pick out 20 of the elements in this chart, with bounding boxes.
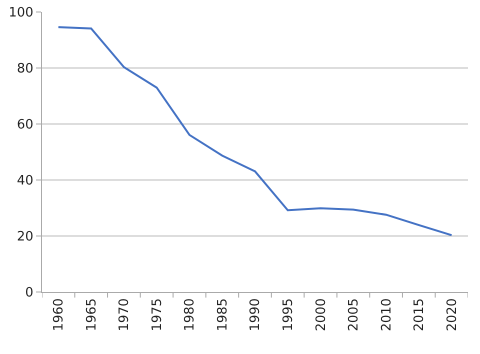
y-tick-label: 0 bbox=[25, 286, 34, 301]
x-tick-label: 1970 bbox=[117, 298, 132, 332]
x-tick-label: 2015 bbox=[412, 298, 428, 332]
x-tick-label: 1960 bbox=[52, 298, 67, 332]
line-series bbox=[57, 26, 453, 236]
x-tick-label: 1985 bbox=[215, 298, 230, 332]
y-tick-label: 80 bbox=[16, 62, 34, 77]
x-tick-label: 2005 bbox=[346, 298, 362, 332]
x-tick-label: 1965 bbox=[84, 298, 100, 332]
y-tick-label: 20 bbox=[16, 230, 34, 245]
y-tick-label: 100 bbox=[8, 6, 34, 21]
y-tick-label: 60 bbox=[16, 118, 34, 133]
x-tick-label: 1980 bbox=[182, 298, 198, 332]
x-tick-label: 2020 bbox=[444, 298, 460, 332]
x-tick-label: 1975 bbox=[150, 298, 165, 332]
x-tick-label: 1990 bbox=[248, 298, 264, 332]
x-tick-label: 1995 bbox=[280, 298, 296, 332]
x-tick-label: 2010 bbox=[379, 298, 394, 332]
x-tick-label: 2000 bbox=[314, 298, 329, 332]
y-tick-label: 40 bbox=[16, 174, 34, 189]
